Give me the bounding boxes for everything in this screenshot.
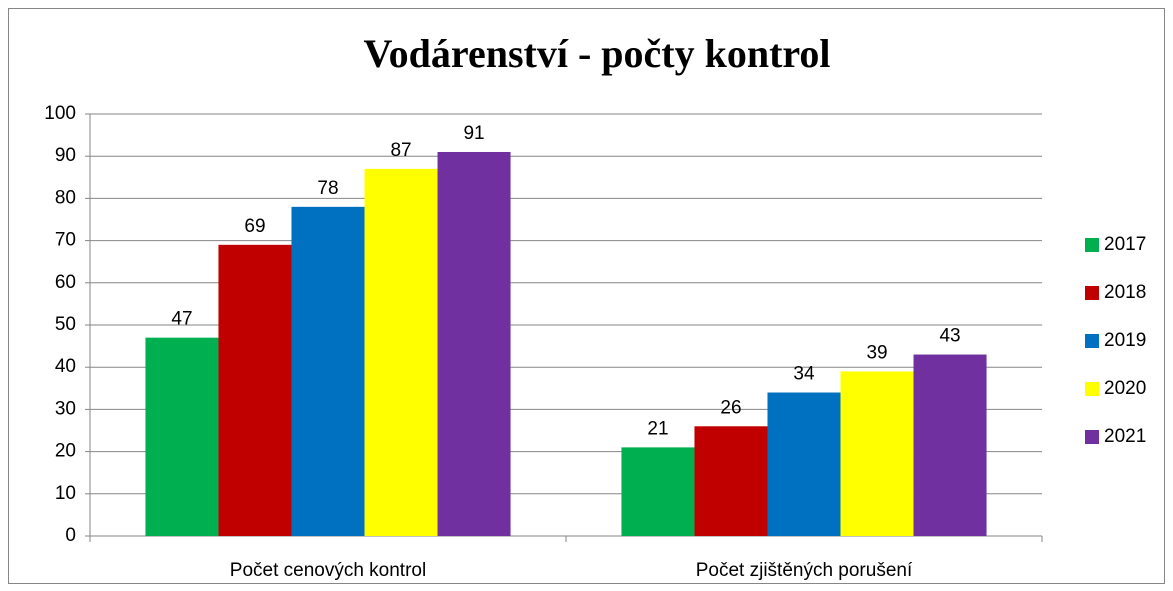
y-tick-label: 20 bbox=[55, 441, 76, 462]
y-tick-label: 90 bbox=[55, 145, 76, 166]
bar bbox=[291, 206, 365, 536]
legend-label: 2020 bbox=[1104, 378, 1146, 399]
data-label: 87 bbox=[390, 140, 411, 161]
legend-label: 2018 bbox=[1104, 282, 1146, 303]
bar bbox=[437, 151, 511, 537]
chart-title: Vodárenství - počty kontrol bbox=[363, 31, 830, 76]
bar bbox=[364, 168, 438, 537]
bar bbox=[621, 447, 695, 536]
x-tick-label: Počet zjištěných porušení bbox=[696, 560, 913, 581]
y-tick-label: 40 bbox=[55, 356, 76, 377]
legend-label: 2021 bbox=[1104, 426, 1146, 447]
bar bbox=[694, 426, 768, 536]
data-label: 21 bbox=[647, 418, 668, 439]
bar bbox=[145, 337, 219, 536]
legend-swatch bbox=[1085, 286, 1099, 300]
y-tick-label: 50 bbox=[55, 314, 76, 335]
y-tick-label: 10 bbox=[55, 483, 76, 504]
data-label: 78 bbox=[317, 178, 338, 199]
y-tick-label: 80 bbox=[55, 187, 76, 208]
y-tick-label: 100 bbox=[44, 103, 76, 124]
bar bbox=[767, 392, 841, 536]
x-tick-label: Počet cenových kontrol bbox=[230, 560, 426, 581]
legend-swatch bbox=[1085, 334, 1099, 348]
data-label: 91 bbox=[463, 123, 484, 144]
y-tick-label: 60 bbox=[55, 272, 76, 293]
y-tick-label: 70 bbox=[55, 230, 76, 251]
legend-swatch bbox=[1085, 238, 1099, 252]
bar bbox=[218, 244, 292, 536]
legend-swatch bbox=[1085, 430, 1099, 444]
data-label: 43 bbox=[939, 326, 960, 347]
data-label: 34 bbox=[793, 364, 815, 385]
data-label: 69 bbox=[244, 216, 265, 237]
legend-label: 2017 bbox=[1104, 234, 1146, 255]
legend-swatch bbox=[1085, 382, 1099, 396]
data-label: 39 bbox=[866, 342, 887, 363]
data-label: 47 bbox=[171, 309, 192, 330]
legend-label: 2019 bbox=[1104, 330, 1146, 351]
y-tick-label: 30 bbox=[55, 398, 76, 419]
bar bbox=[913, 354, 987, 536]
data-label: 26 bbox=[720, 397, 741, 418]
bar bbox=[840, 371, 914, 536]
y-tick-label: 0 bbox=[65, 525, 76, 546]
